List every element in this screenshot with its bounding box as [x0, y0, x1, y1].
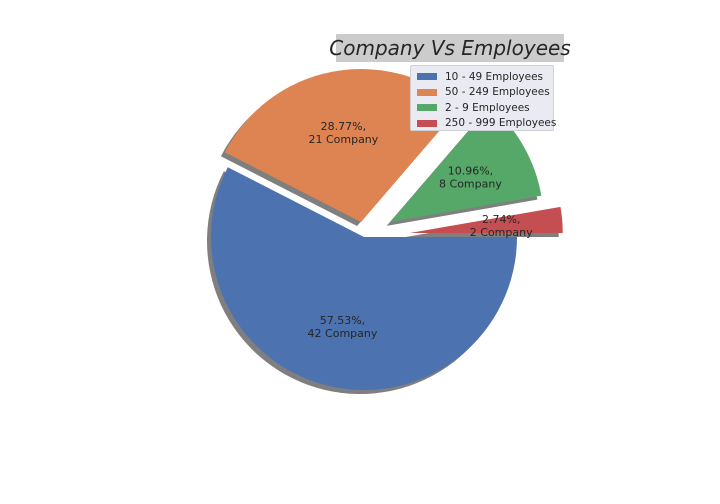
slice-percent-label: 10.96%, [448, 165, 493, 178]
legend-label: 2 - 9 Employees [445, 101, 530, 114]
legend-swatch [417, 73, 437, 81]
slice-label-0: 57.53%, 42 Company [308, 314, 378, 340]
legend-label: 50 - 249 Employees [445, 86, 550, 99]
pie-slice-3 [409, 206, 563, 234]
legend-label: 10 - 49 Employees [445, 70, 543, 83]
chart-title-box: Company Vs Employees [329, 34, 571, 62]
chart-legend: 10 - 49 Employees 50 - 249 Employees 2 -… [410, 65, 557, 132]
legend-item-2-9: 2 - 9 Employees [417, 100, 553, 116]
legend-swatch [417, 119, 437, 127]
legend-label: 250 - 999 Employees [445, 117, 557, 130]
slice-count-label: 42 Company [308, 327, 378, 340]
slice-percent-label: 28.77%, [321, 120, 366, 133]
slice-percent-label: 57.53%, [320, 314, 365, 327]
slice-label-2: 10.96%, 8 Company [439, 165, 502, 191]
slice-count-label: 21 Company [308, 133, 378, 146]
slice-label-3: 2.74%, 2 Company [470, 213, 533, 239]
legend-swatch [417, 104, 437, 112]
slice-count-label: 8 Company [439, 178, 502, 191]
pie-slice-2 [390, 105, 542, 222]
chart-title: Company Vs Employees [329, 36, 571, 60]
pie-slice-0 [211, 167, 517, 390]
legend-item-250-999: 250 - 999 Employees [417, 116, 557, 132]
pie-slice-1 [224, 68, 461, 222]
legend-swatch [417, 88, 437, 96]
legend-item-10-49: 10 - 49 Employees [417, 69, 553, 85]
slice-percent-label: 2.74%, [482, 213, 520, 226]
slice-count-label: 2 Company [470, 226, 533, 239]
slice-label-1: 28.77%, 21 Company [308, 120, 378, 146]
legend-item-50-249: 50 - 249 Employees [417, 85, 553, 101]
